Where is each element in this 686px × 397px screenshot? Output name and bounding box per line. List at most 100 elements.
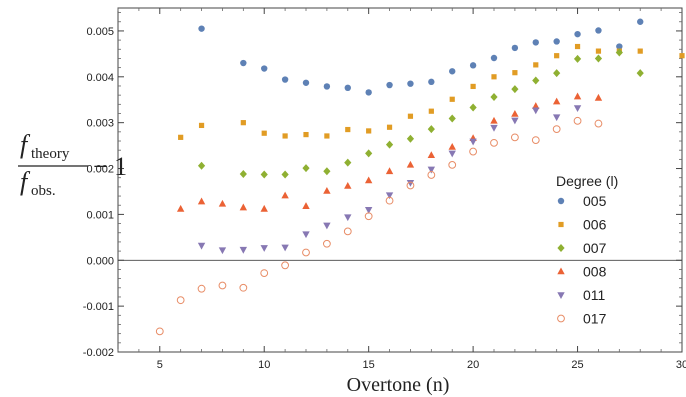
data-point	[365, 89, 372, 96]
legend-marker	[557, 244, 565, 252]
data-point	[302, 164, 310, 173]
data-point	[323, 187, 331, 194]
data-point	[303, 131, 309, 138]
data-point	[176, 296, 185, 305]
data-point	[239, 246, 248, 254]
data-point	[594, 54, 603, 63]
data-point	[554, 53, 560, 59]
data-point	[574, 30, 581, 38]
y-title-denominator: f	[20, 167, 31, 196]
data-point	[364, 176, 373, 184]
legend-marker	[557, 314, 565, 323]
data-point	[261, 130, 267, 136]
data-point	[636, 69, 644, 78]
data-point	[616, 43, 623, 50]
data-point	[533, 62, 539, 68]
data-point	[511, 44, 519, 52]
data-point	[511, 117, 519, 125]
data-point	[406, 160, 415, 168]
data-point	[406, 181, 415, 190]
data-point	[323, 222, 331, 230]
data-point	[427, 125, 435, 134]
legend: Degree (l) 005 006 007 008 011 017	[556, 173, 618, 327]
data-point	[281, 170, 289, 179]
data-point	[155, 327, 164, 336]
data-point	[553, 38, 560, 45]
data-point	[573, 54, 582, 63]
data-point	[386, 124, 393, 130]
data-point	[407, 80, 414, 87]
series-layer	[155, 18, 685, 336]
y-tick-label: 0.001	[86, 209, 114, 221]
data-point	[366, 128, 372, 134]
data-point	[552, 114, 561, 122]
data-point	[512, 70, 518, 76]
data-point	[427, 171, 436, 179]
data-point	[448, 150, 456, 158]
data-point	[260, 204, 268, 212]
data-point	[239, 203, 248, 211]
y-tick-label: -0.002	[83, 347, 114, 359]
plot-border	[117, 7, 683, 353]
data-point	[469, 62, 477, 69]
legend-label: 007	[583, 240, 607, 256]
legend-label: 008	[583, 264, 607, 280]
y-tick-label: 0.004	[86, 72, 114, 84]
data-point	[260, 245, 268, 252]
data-point	[573, 105, 582, 112]
data-point	[281, 261, 290, 270]
y-tick-label: -0.001	[83, 301, 114, 313]
data-point	[176, 204, 185, 212]
data-point	[344, 158, 352, 167]
data-point	[197, 197, 206, 205]
data-point	[218, 247, 227, 255]
data-point	[282, 133, 288, 139]
data-point	[218, 199, 227, 207]
data-point	[490, 138, 498, 147]
data-point	[573, 116, 582, 125]
data-point	[302, 248, 310, 257]
data-point	[344, 84, 351, 92]
legend-label: 017	[583, 311, 607, 327]
data-point	[490, 54, 498, 62]
data-point	[469, 138, 477, 146]
data-point	[594, 93, 603, 101]
data-point	[428, 108, 434, 114]
data-point	[595, 27, 602, 34]
data-point	[511, 109, 519, 117]
y-axis-title: f theory f obs. − 1	[18, 130, 127, 199]
data-point	[491, 74, 497, 80]
data-point	[197, 242, 206, 250]
data-point	[594, 119, 603, 128]
legend-label: 006	[583, 217, 607, 233]
data-point	[239, 283, 248, 292]
data-point	[365, 149, 373, 158]
x-axis-title: Overtone (n)	[347, 374, 450, 396]
y-tick-label: 0.002	[86, 164, 114, 176]
legend-label: 011	[583, 287, 606, 303]
data-point	[406, 179, 415, 187]
data-point	[344, 214, 352, 222]
data-point	[573, 92, 582, 100]
data-point	[364, 207, 373, 214]
x-tick-label: 15	[363, 359, 375, 371]
legend-marker	[557, 292, 565, 299]
y-title-minus-one: − 1	[93, 152, 127, 181]
data-point	[469, 103, 477, 112]
data-point	[240, 120, 246, 126]
series-017	[155, 116, 603, 336]
data-point	[302, 202, 310, 209]
y-tick-label: 0.000	[86, 255, 114, 267]
data-point	[574, 43, 581, 50]
data-point	[324, 133, 330, 139]
data-point	[552, 97, 561, 105]
data-point	[406, 134, 415, 143]
data-point	[532, 76, 540, 85]
series-007	[197, 48, 644, 179]
data-point	[178, 134, 184, 140]
data-point	[532, 102, 540, 109]
y-axis-ticks: -0.002 -0.001 0.000 0.001 0.002 0.003 0.004 0.0…	[83, 12, 682, 359]
y-tick-label: 0.005	[86, 26, 114, 38]
data-point	[386, 81, 393, 89]
